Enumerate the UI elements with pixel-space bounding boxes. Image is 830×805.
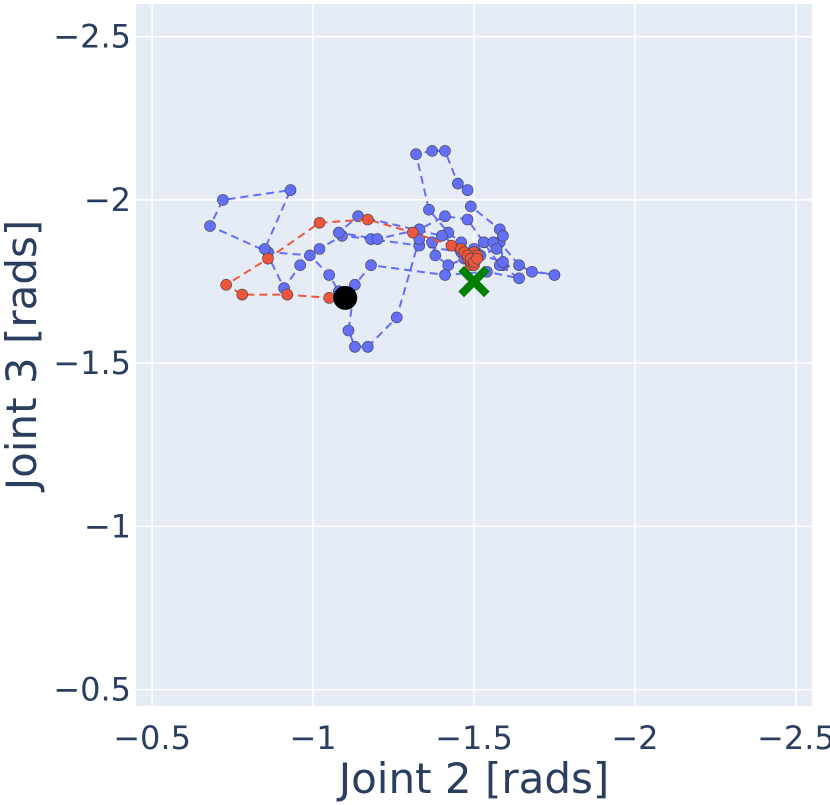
data-point xyxy=(313,216,326,229)
data-point xyxy=(281,288,294,301)
data-point xyxy=(426,145,438,157)
data-point xyxy=(349,341,361,353)
data-point xyxy=(313,243,326,255)
y-tick-label: −0.5 xyxy=(53,671,131,709)
data-point xyxy=(513,272,525,285)
data-point xyxy=(526,265,538,278)
data-point xyxy=(429,249,442,262)
traces xyxy=(204,145,561,353)
data-point xyxy=(365,259,377,272)
data-point xyxy=(497,256,509,268)
data-point xyxy=(464,200,477,213)
data-point xyxy=(294,259,306,272)
data-point xyxy=(452,177,464,190)
data-point xyxy=(342,324,355,337)
data-point xyxy=(461,213,474,226)
data-point xyxy=(371,233,384,245)
data-point xyxy=(513,259,525,272)
data-point xyxy=(332,226,345,239)
data-point xyxy=(423,203,435,216)
data-point xyxy=(407,226,419,239)
data-point xyxy=(445,239,458,252)
y-tick-label: −2 xyxy=(84,181,131,219)
x-tick-label: −0.5 xyxy=(113,719,191,757)
data-point xyxy=(236,288,249,301)
data-point xyxy=(349,278,361,291)
data-point xyxy=(410,148,422,160)
data-point xyxy=(461,184,474,196)
data-point xyxy=(323,292,335,304)
series-2 xyxy=(220,213,484,304)
data-point xyxy=(390,311,403,324)
goal-marker xyxy=(458,265,490,298)
data-point xyxy=(439,269,451,281)
x-axis-ticks: −0.5 −1 −1.5 −2 −2.5 xyxy=(113,719,830,757)
data-point xyxy=(497,230,509,242)
data-point xyxy=(442,259,455,272)
data-point xyxy=(323,269,335,281)
data-point xyxy=(304,249,316,262)
data-point xyxy=(490,243,503,255)
x-tick-label: −1.5 xyxy=(435,719,513,757)
data-point xyxy=(439,145,451,157)
y-axis-ticks: −0.5 −1 −1.5 −2 −2.5 xyxy=(53,18,131,709)
grid xyxy=(136,4,812,706)
special-markers xyxy=(333,265,490,310)
x-tick-label: −2 xyxy=(611,719,658,757)
data-point xyxy=(548,269,561,281)
data-point xyxy=(439,210,451,223)
data-point xyxy=(361,341,374,353)
data-point xyxy=(284,184,297,196)
x-axis-title: Joint 2 [rads] xyxy=(336,754,610,803)
data-point xyxy=(477,236,490,249)
y-tick-label: −2.5 xyxy=(53,18,131,56)
series-1 xyxy=(204,145,561,353)
data-point xyxy=(471,252,484,265)
data-point xyxy=(217,194,229,206)
x-tick-label: −2.5 xyxy=(757,719,830,757)
data-point xyxy=(436,230,448,242)
data-point xyxy=(361,213,374,226)
start-marker xyxy=(333,285,358,310)
y-tick-label: −1.5 xyxy=(53,344,131,382)
x-tick-label: −1 xyxy=(289,719,336,757)
y-tick-label: −1 xyxy=(84,507,131,545)
data-point xyxy=(262,252,274,265)
data-point xyxy=(220,278,232,291)
y-axis-title: Joint 3 [rads] xyxy=(0,220,46,494)
data-point xyxy=(258,243,271,255)
data-point xyxy=(204,220,216,232)
